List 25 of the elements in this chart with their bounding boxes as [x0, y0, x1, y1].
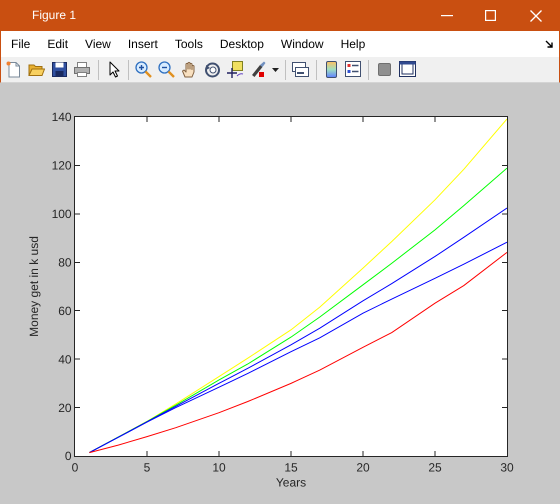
text: Desktop — [220, 37, 264, 51]
text: Tools — [174, 37, 203, 51]
text: File — [11, 37, 30, 51]
y-tick-label: 20 — [58, 400, 72, 415]
text: Window — [280, 37, 324, 51]
y-tick-label: 60 — [58, 304, 72, 318]
y-axis-title: Money get in k usd — [26, 236, 41, 337]
text: Insert — [128, 37, 158, 51]
y-tick-label: 0 — [64, 449, 72, 464]
y-tick-label: 80 — [58, 255, 72, 270]
x-tick-label: 10 — [212, 460, 226, 474]
x-tick-label: 15 — [284, 460, 298, 474]
y-tick-label: 120 — [52, 158, 72, 173]
x-tick-label: 20 — [356, 460, 370, 474]
x-tick-label: 30 — [500, 460, 514, 474]
x-tick-label: 5 — [144, 460, 151, 474]
x-tick-label: 25 — [428, 460, 442, 474]
y-tick-label: 100 — [52, 207, 72, 222]
y-tick-label: 140 — [52, 110, 72, 124]
y-tick-label: 40 — [58, 352, 72, 366]
caption: Figure 1 — [32, 8, 76, 23]
text: Help — [340, 37, 366, 51]
text: View — [85, 37, 111, 51]
text: Edit — [47, 37, 68, 51]
x-axis-title: Years — [276, 475, 306, 490]
